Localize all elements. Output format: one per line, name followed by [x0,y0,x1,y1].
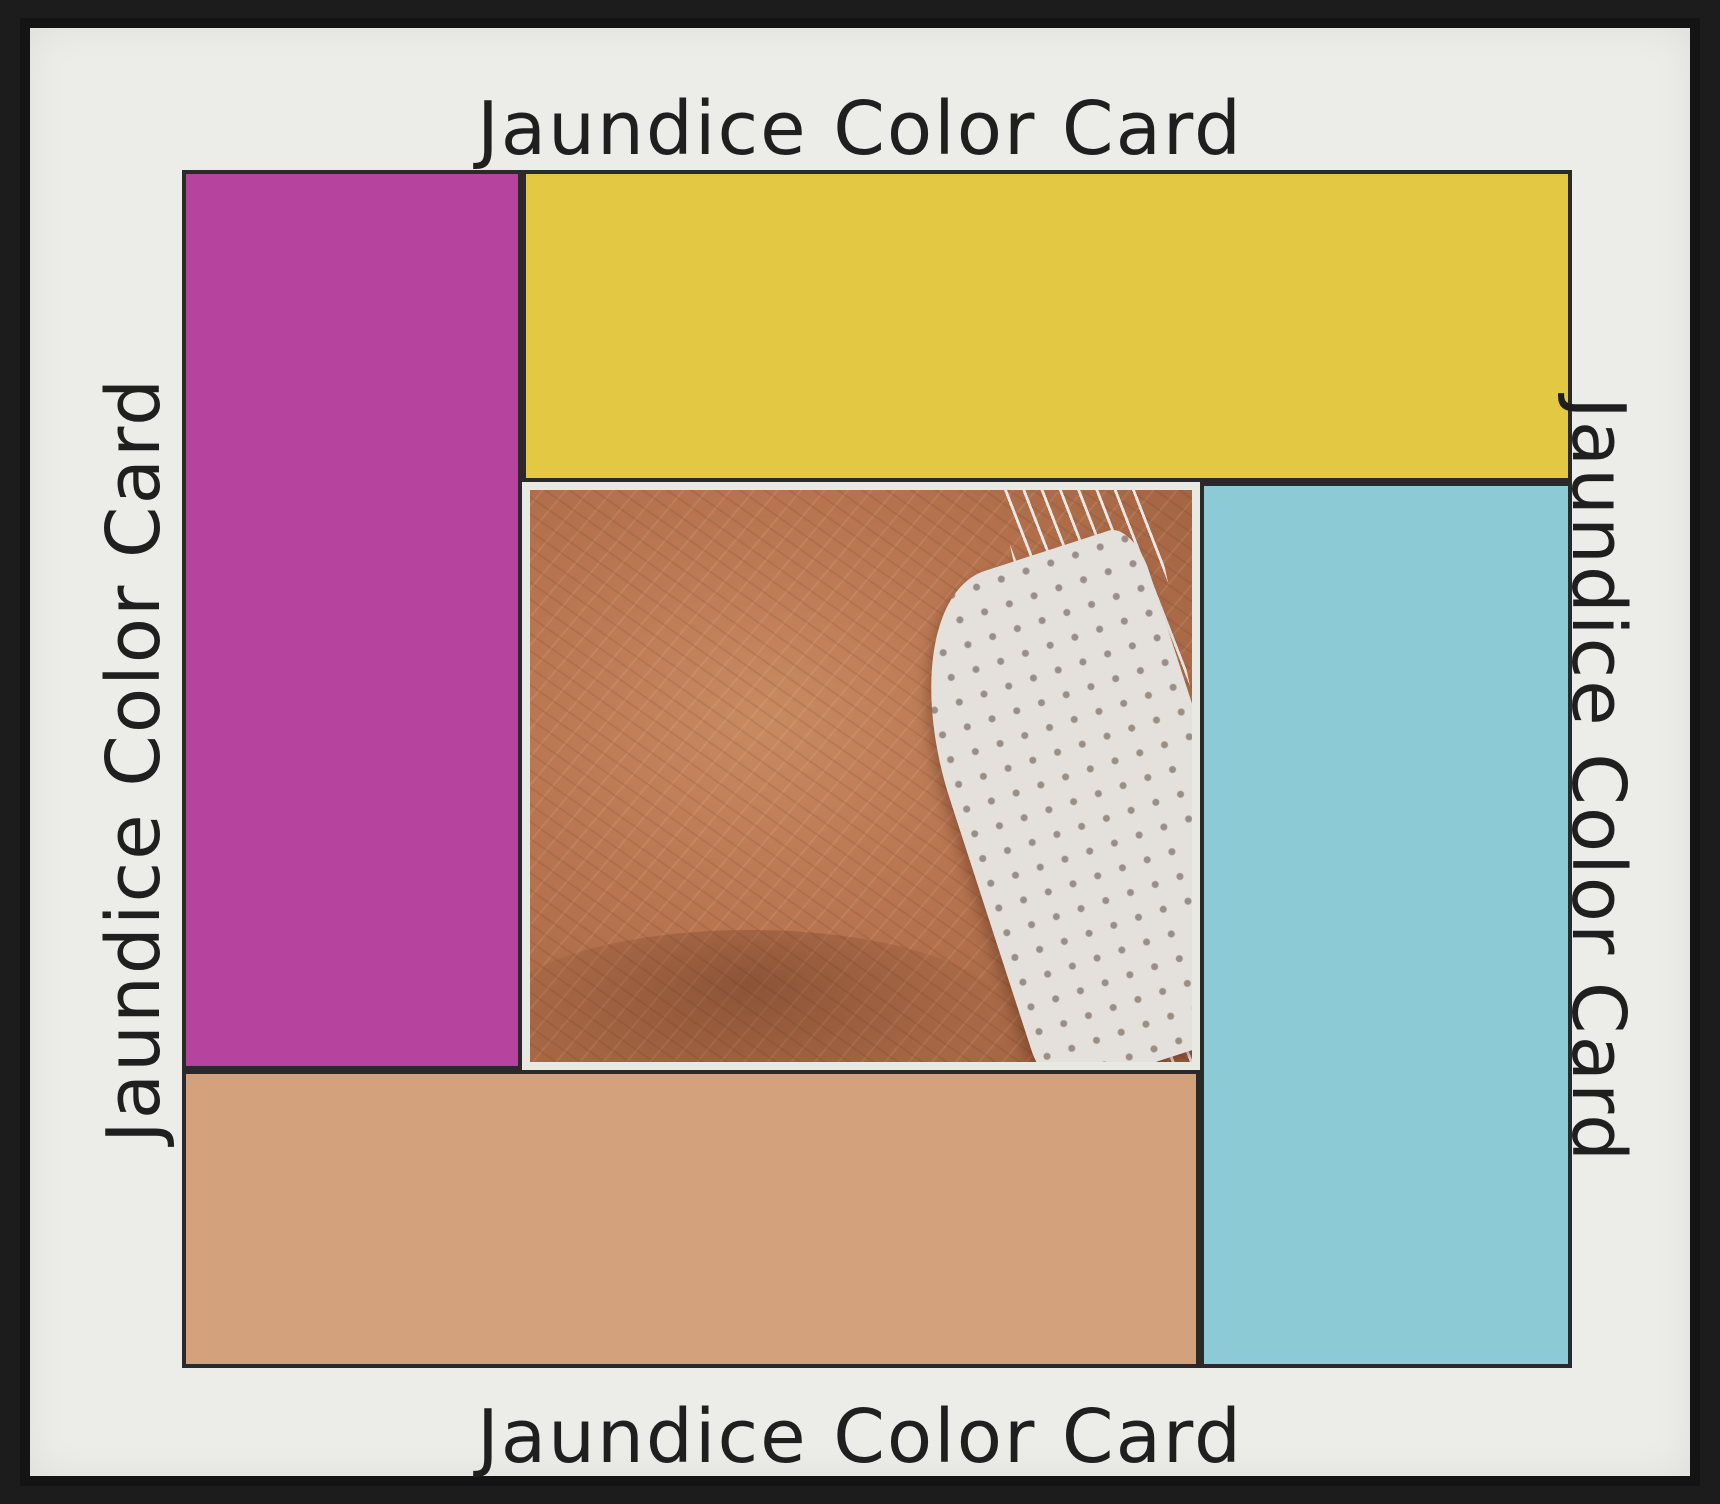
swatch-cyan [1200,482,1572,1368]
card-label-top: Jaundice Color Card [476,86,1244,172]
swatch-beige [182,1070,1200,1368]
swatch-magenta [182,170,522,1070]
skin-viewing-window [522,482,1200,1070]
card-label-left: Jaundice Color Card [91,376,177,1144]
jaundice-color-card: Jaundice Color Card Jaundice Color Card … [20,18,1700,1486]
card-label-right: Jaundice Color Card [1555,396,1641,1164]
card-label-bottom: Jaundice Color Card [476,1394,1244,1480]
swatch-yellow [522,170,1572,482]
